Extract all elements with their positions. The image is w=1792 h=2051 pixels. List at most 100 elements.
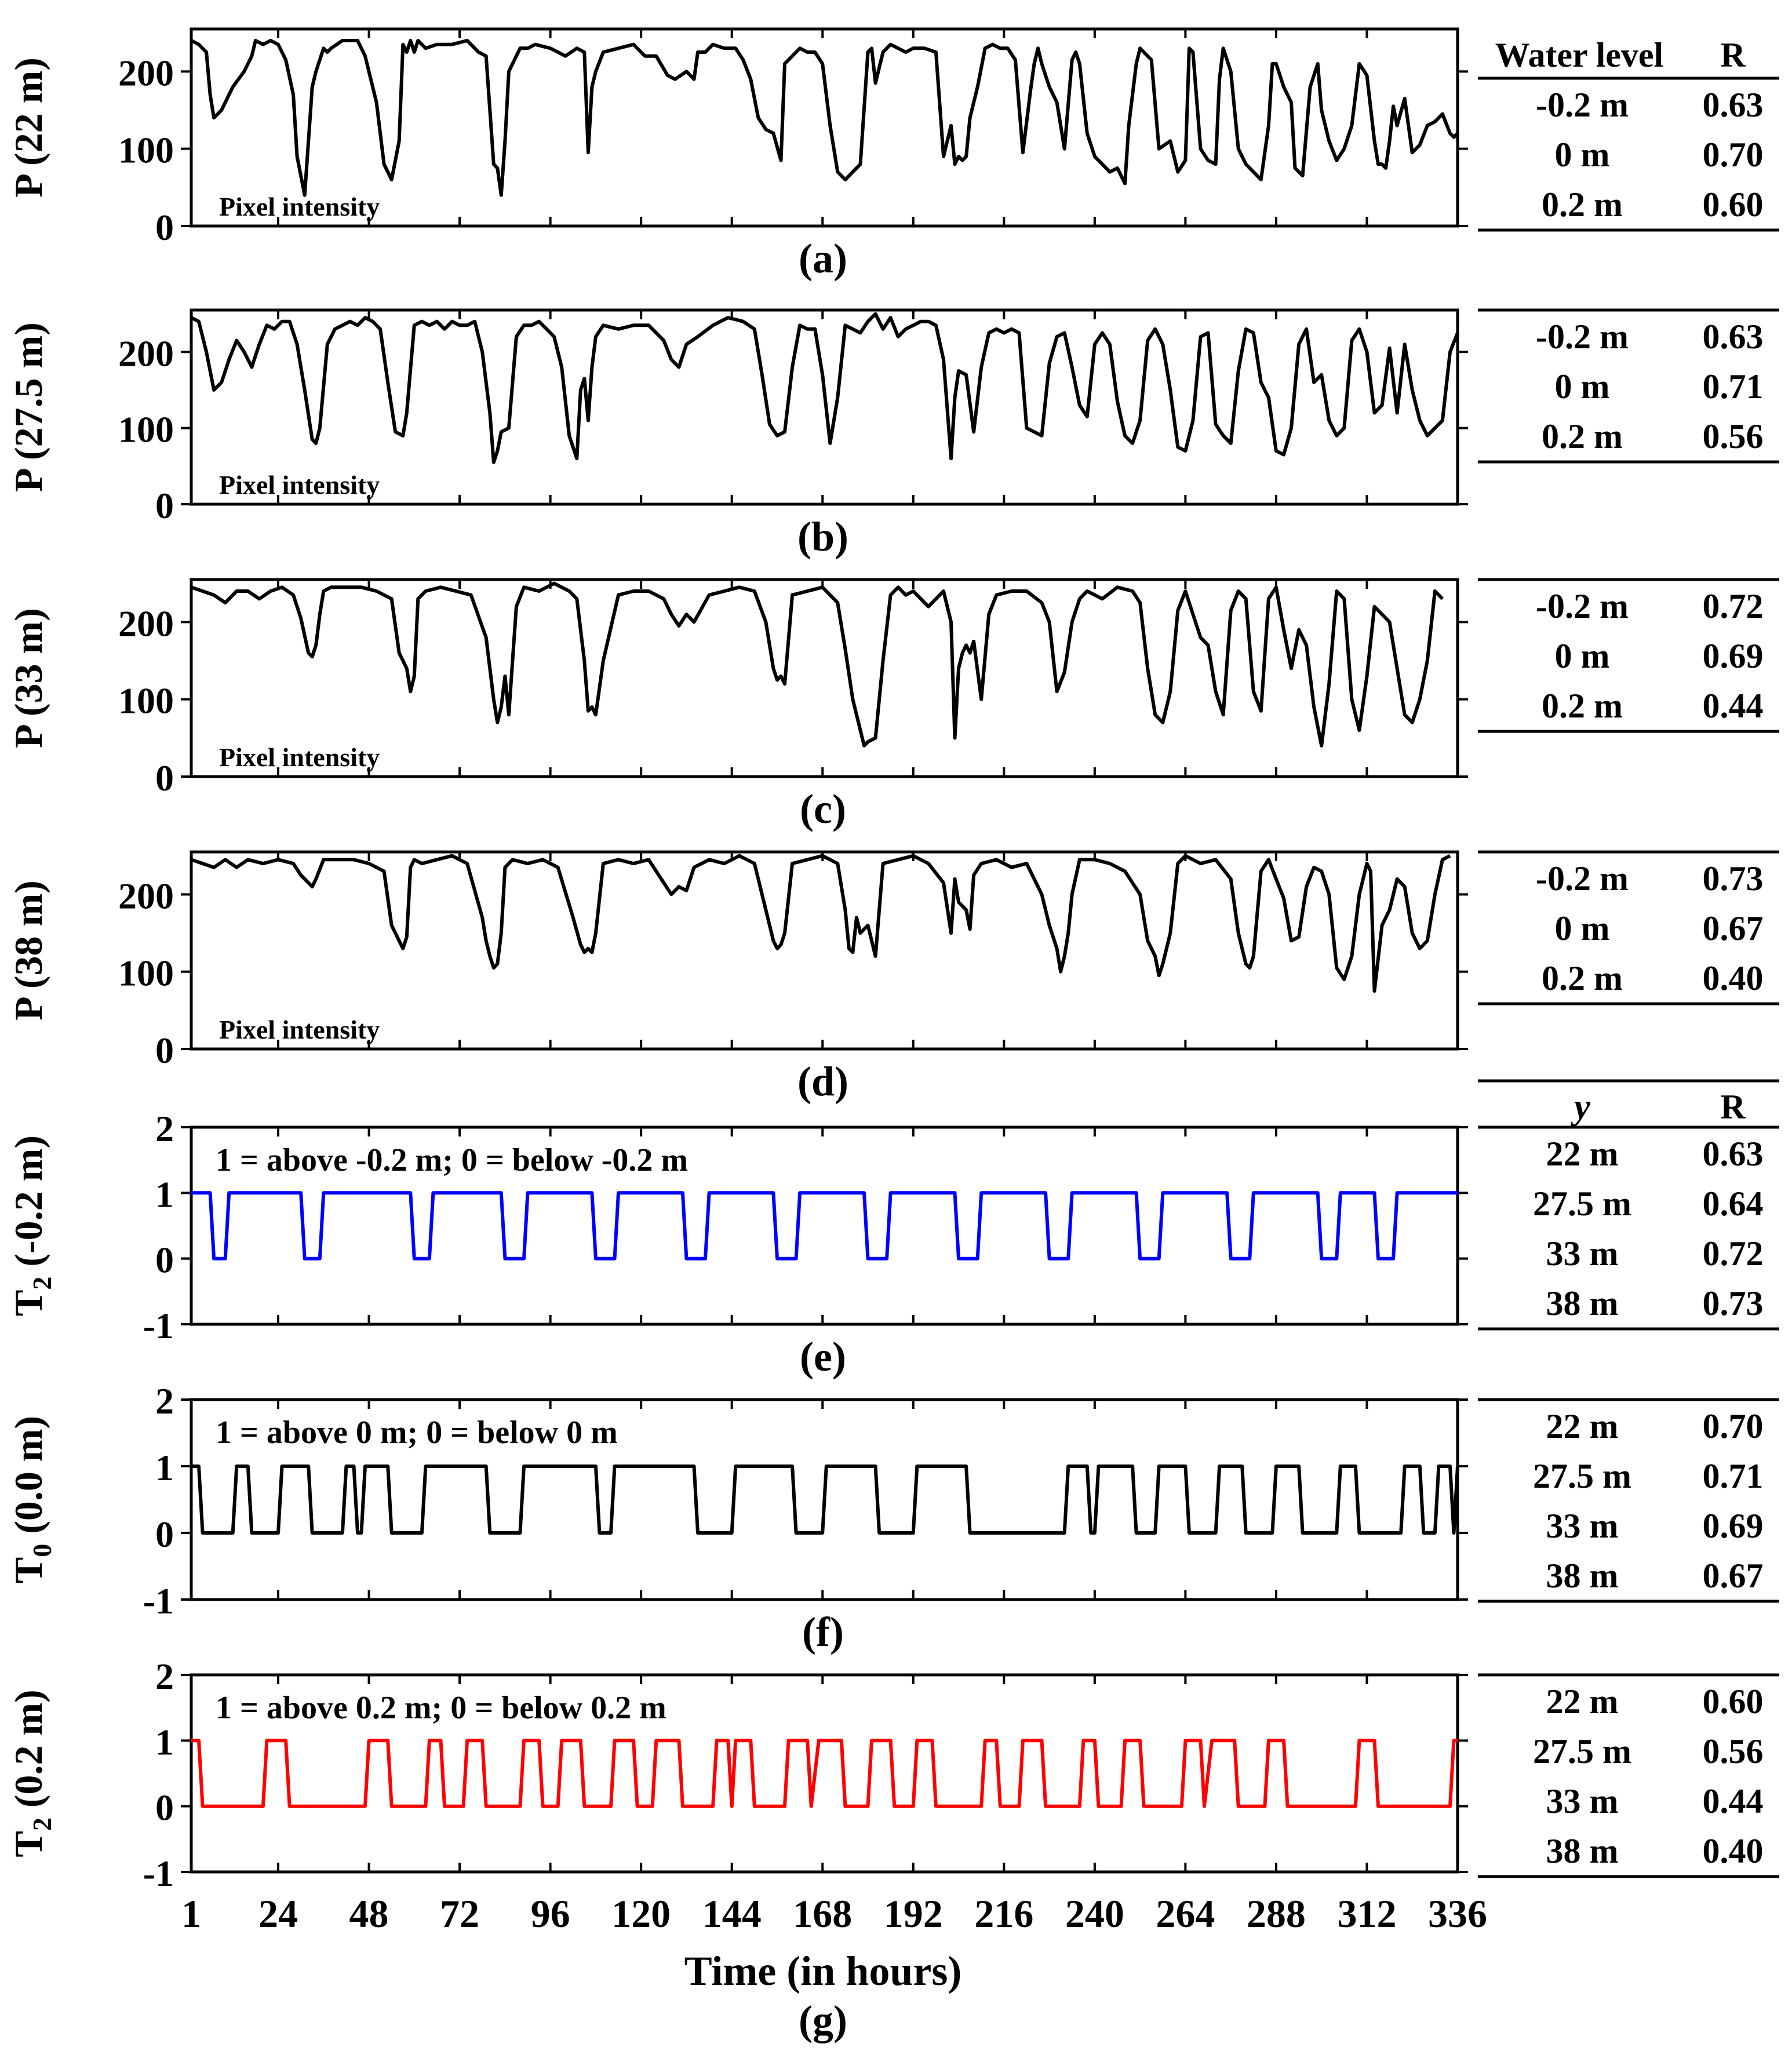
plot-frame bbox=[190, 578, 1459, 778]
table-cell: 0.60 bbox=[1703, 1682, 1764, 1721]
table-cell: 0.71 bbox=[1703, 367, 1764, 406]
y-tick-label: 100 bbox=[118, 953, 174, 994]
x-tick-label: 336 bbox=[1428, 1892, 1487, 1936]
table-header: y bbox=[1570, 1087, 1590, 1127]
table-cell: 0.44 bbox=[1703, 687, 1764, 725]
table-g: 22 m 0.60 27.5 m 0.56 33 m 0.44 38 m 0.40 bbox=[1478, 1673, 1779, 1878]
table-cell: 0.63 bbox=[1703, 86, 1764, 124]
y-tick-label: -1 bbox=[143, 1305, 174, 1346]
table-cell: 0.44 bbox=[1703, 1782, 1764, 1820]
table-d: -0.2 m 0.73 0 m 0.67 0.2 m 0.40 bbox=[1478, 850, 1779, 1006]
y-tick-label: -1 bbox=[143, 1853, 174, 1894]
table-cell: 0.2 m bbox=[1542, 959, 1623, 997]
table-cell: 0 m bbox=[1555, 637, 1610, 675]
plot-frame bbox=[190, 27, 1459, 228]
y-axis-label-a: P (22 m) bbox=[6, 57, 50, 198]
series-line-f bbox=[191, 1465, 1459, 1535]
x-tick-label: 72 bbox=[440, 1892, 479, 1936]
table-cell: 33 m bbox=[1546, 1234, 1619, 1273]
table-cell: 0.70 bbox=[1703, 1407, 1764, 1445]
y-tick-label: 200 bbox=[118, 875, 174, 916]
y-axis-label-g: T2 (0.2 m) bbox=[6, 1689, 57, 1857]
panel-a: 0 100 200 P (22 m) Pixel intensity (a) bbox=[6, 27, 1468, 282]
x-tick-label: 96 bbox=[531, 1892, 570, 1936]
table-cell: 38 m bbox=[1546, 1557, 1619, 1595]
table-cell: 0.40 bbox=[1703, 959, 1764, 997]
y-tick-label: 100 bbox=[118, 680, 174, 722]
panel-label-e: (e) bbox=[800, 1334, 846, 1380]
plot-frame bbox=[190, 1398, 1459, 1601]
table-c: -0.2 m 0.72 0 m 0.69 0.2 m 0.44 bbox=[1478, 578, 1779, 733]
panel-label-b: (b) bbox=[797, 513, 848, 560]
table-cell: 33 m bbox=[1546, 1507, 1619, 1545]
table-cell: -0.2 m bbox=[1536, 86, 1629, 124]
table-cell: 27.5 m bbox=[1533, 1457, 1631, 1495]
panel-label-g: (g) bbox=[799, 1997, 847, 2043]
panel-g: -1 0 1 2 T2 (0.2 m) 1 = above 0.2 m; 0 = belo… bbox=[6, 1656, 1487, 1936]
table-cell: 0.71 bbox=[1703, 1457, 1764, 1495]
panel-label-a: (a) bbox=[799, 235, 847, 282]
panel-c: 0 100 200 P (33 m) Pixel intensity (c) bbox=[6, 578, 1468, 832]
table-cell: 38 m bbox=[1546, 1284, 1619, 1323]
y-tick-label: -1 bbox=[143, 1580, 174, 1622]
series-line-b bbox=[190, 312, 1459, 464]
x-tick-label: 1 bbox=[181, 1892, 201, 1936]
panel-b: 0 100 200 P (27.5 m) Pixel intensity (b) bbox=[6, 308, 1468, 560]
annotation-f: 1 = above 0 m; 0 = below 0 m bbox=[216, 1415, 618, 1451]
table-cell: -0.2 m bbox=[1536, 587, 1629, 625]
x-tick-label: 144 bbox=[702, 1892, 762, 1936]
table-cell: 0 m bbox=[1555, 136, 1610, 174]
x-tick-label: 312 bbox=[1337, 1892, 1396, 1936]
y-tick-label: 1 bbox=[155, 1174, 174, 1215]
table-cell: 0.70 bbox=[1703, 136, 1764, 174]
x-axis: Time (in hours) (g) bbox=[684, 1948, 962, 2043]
y-tick-label: 0 bbox=[155, 207, 174, 248]
y-axis-label-f: T0 (0.0 m) bbox=[6, 1416, 57, 1583]
table-cell: 0.67 bbox=[1703, 909, 1764, 948]
table-cell: 0.2 m bbox=[1542, 417, 1623, 456]
table-cell: 22 m bbox=[1546, 1407, 1619, 1445]
table-cell: 38 m bbox=[1546, 1832, 1619, 1870]
annotation-d: Pixel intensity bbox=[219, 1015, 380, 1044]
y-tick-label: 0 bbox=[155, 485, 174, 526]
table-e: y R 22 m 0.63 27.5 m 0.64 33 m 0.72 38 m 0.73 bbox=[1478, 1079, 1779, 1331]
y-tick-label: 0 bbox=[155, 1787, 174, 1828]
table-cell: 0 m bbox=[1555, 909, 1610, 948]
y-tick-label: 100 bbox=[118, 409, 174, 450]
table-cell: 0 m bbox=[1555, 367, 1610, 406]
table-cell: 27.5 m bbox=[1533, 1732, 1631, 1771]
y-tick-label: 1 bbox=[155, 1447, 174, 1488]
table-header: R bbox=[1720, 36, 1746, 74]
y-tick-label: 0 bbox=[155, 1030, 174, 1071]
table-header: Water level bbox=[1495, 36, 1663, 74]
table-cell: 0.60 bbox=[1703, 185, 1764, 224]
table-cell: 0.73 bbox=[1703, 859, 1764, 898]
tables: Water level R -0.2 m 0.63 0 m 0.70 0.2 m 0.60 -0… bbox=[1478, 36, 1779, 1878]
series-line-c bbox=[191, 581, 1444, 748]
table-cell: 0.63 bbox=[1703, 1135, 1764, 1173]
x-tick-label: 120 bbox=[611, 1892, 671, 1936]
y-tick-label: 200 bbox=[118, 333, 174, 374]
table-cell: 33 m bbox=[1546, 1782, 1619, 1820]
table-cell: 0.2 m bbox=[1542, 185, 1623, 224]
table-a: Water level R -0.2 m 0.63 0 m 0.70 0.2 m 0.60 bbox=[1478, 36, 1779, 232]
x-tick-label: 264 bbox=[1156, 1892, 1215, 1936]
table-cell: 0.2 m bbox=[1542, 687, 1623, 725]
plot-frame bbox=[190, 1125, 1459, 1326]
y-tick-label: 0 bbox=[155, 1514, 174, 1555]
x-tick-label: 288 bbox=[1247, 1892, 1306, 1936]
table-cell: 0.72 bbox=[1703, 587, 1764, 625]
plot-frame bbox=[190, 1673, 1459, 1874]
table-cell: 0.56 bbox=[1703, 1732, 1764, 1771]
annotation-g: 1 = above 0.2 m; 0 = below 0.2 m bbox=[216, 1690, 666, 1726]
y-tick-label: 0 bbox=[155, 1240, 174, 1281]
panel-d: 0 100 200 P (38 m) Pixel intensity (d) bbox=[6, 850, 1468, 1105]
y-tick-label: 2 bbox=[155, 1380, 174, 1422]
panel-e: -1 0 1 2 T2 (-0.2 m) 1 = above -0.2 m; 0 = be… bbox=[6, 1108, 1468, 1380]
x-axis-label: Time (in hours) bbox=[684, 1948, 962, 1994]
series-line-e bbox=[191, 1191, 1458, 1261]
annotation-b: Pixel intensity bbox=[219, 470, 380, 500]
table-cell: 22 m bbox=[1546, 1682, 1619, 1721]
